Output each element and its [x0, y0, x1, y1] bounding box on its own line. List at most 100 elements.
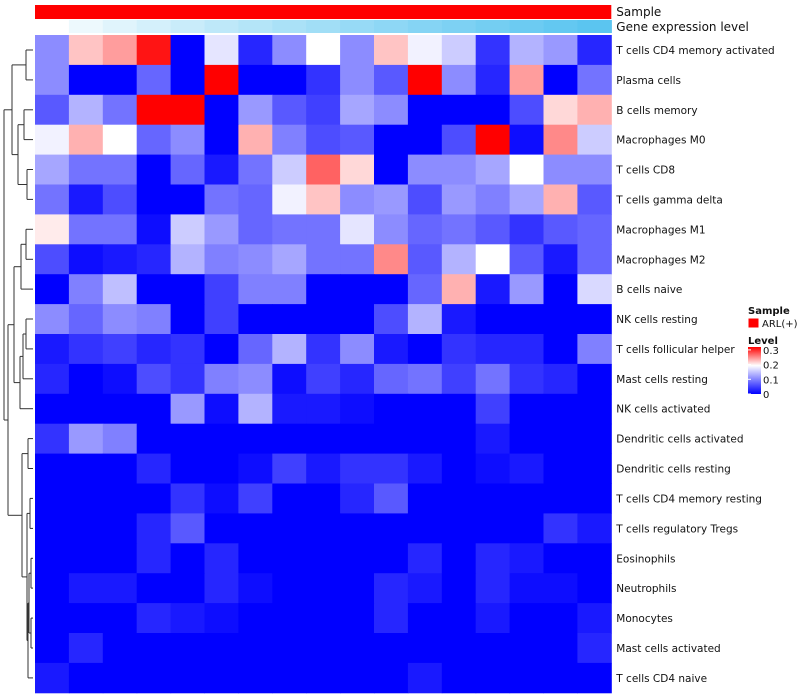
- heatmap-cell: [407, 214, 443, 245]
- heatmap-cell: [102, 64, 138, 96]
- heatmap-cell: [204, 363, 239, 395]
- heatmap-cell: [374, 334, 409, 365]
- heatmap-cell: [204, 184, 239, 215]
- heatmap-cell: [374, 64, 409, 96]
- heatmap-cell: [170, 543, 205, 574]
- heatmap-cell: [543, 543, 578, 574]
- heatmap-cell: [136, 393, 172, 425]
- heatmap-cell: [306, 244, 341, 275]
- heatmap-cell: [509, 453, 544, 484]
- heatmap-cell: [238, 35, 273, 66]
- heatmap-cell: [204, 543, 239, 574]
- heatmap-cell: [170, 662, 205, 694]
- heatmap-cell: [68, 184, 104, 215]
- sample-annotation-bar: [35, 5, 612, 19]
- heatmap-cell: [238, 543, 273, 574]
- heatmap-cell: [35, 35, 70, 66]
- heatmap-cell: [204, 662, 239, 694]
- heatmap-cell: [407, 453, 443, 484]
- heatmap-cell: [441, 214, 477, 245]
- expression-annotation-cell: [543, 20, 578, 33]
- row-label: T cells CD4 memory activated: [615, 45, 774, 57]
- heatmap-cell: [306, 94, 341, 126]
- heatmap-cell: [204, 124, 239, 156]
- legend-level-tick-label: 0: [763, 390, 769, 401]
- heatmap-cell: [475, 334, 511, 365]
- heatmap-cell: [204, 304, 239, 335]
- heatmap-cell: [272, 184, 307, 215]
- heatmap-cell: [272, 633, 307, 664]
- legend-sample-title: Sample: [748, 306, 790, 317]
- heatmap-cell: [374, 483, 409, 514]
- heatmap-cell: [238, 513, 273, 544]
- heatmap-cell: [577, 393, 612, 425]
- expression-annotation-cell: [68, 20, 104, 33]
- heatmap-cell: [35, 214, 70, 245]
- heatmap-cell: [170, 94, 205, 126]
- heatmap-cell: [543, 483, 578, 514]
- heatmap-cell: [543, 214, 578, 245]
- heatmap-cell: [509, 513, 544, 544]
- heatmap-cell: [136, 214, 172, 245]
- row-label: Eosinophils: [616, 553, 675, 565]
- expression-annotation-cell: [204, 20, 239, 33]
- heatmap-cell: [543, 453, 578, 484]
- heatmap-cell: [475, 94, 511, 126]
- heatmap-cell: [272, 214, 307, 245]
- heatmap-cell: [68, 423, 104, 455]
- legend-level-tick-label: 0.3: [763, 346, 779, 357]
- heatmap-cell: [374, 184, 409, 215]
- heatmap-cell: [68, 603, 104, 634]
- expression-annotation-cell: [306, 20, 341, 33]
- heatmap-cell: [102, 603, 138, 634]
- heatmap-cell: [407, 64, 443, 96]
- heatmap-cell: [68, 35, 104, 66]
- heatmap-cell: [204, 214, 239, 245]
- heatmap-cell: [441, 304, 477, 335]
- heatmap-cell: [441, 453, 477, 484]
- heatmap-cell: [441, 513, 477, 544]
- heatmap-cell: [238, 274, 273, 305]
- heatmap-cell: [407, 603, 443, 634]
- heatmap-cell: [543, 662, 578, 694]
- heatmap-cell: [475, 64, 511, 96]
- heatmap-cell: [35, 64, 70, 96]
- heatmap-cell: [475, 543, 511, 574]
- heatmap-cell: [68, 662, 104, 694]
- heatmap-cell: [475, 633, 511, 664]
- row-label: Macrophages M2: [616, 254, 705, 266]
- heatmap-cell: [306, 64, 341, 96]
- expression-annotation-cell: [238, 20, 273, 33]
- heatmap-cell: [509, 94, 544, 126]
- heatmap-cell: [272, 393, 307, 425]
- heatmap-cell: [407, 35, 443, 66]
- heatmap-cell: [102, 633, 138, 664]
- heatmap-cell: [238, 483, 273, 514]
- legend-level-colorbar: [748, 347, 761, 394]
- heatmap-cell: [272, 334, 307, 365]
- expression-annotation-cell: [441, 20, 477, 33]
- heatmap-cell: [68, 334, 104, 365]
- heatmap-cell: [170, 393, 205, 425]
- heatmap-cell: [306, 423, 341, 455]
- heatmap-cell: [543, 184, 578, 215]
- heatmap-cell: [407, 334, 443, 365]
- heatmap-cell: [340, 633, 375, 664]
- heatmap-cell: [136, 543, 172, 574]
- heatmap-cell: [35, 363, 70, 395]
- heatmap-cell: [475, 513, 511, 544]
- heatmap-cell: [374, 423, 409, 455]
- legend-sample-swatch: [747, 317, 760, 329]
- heatmap-cell: [136, 124, 172, 156]
- heatmap-cell: [374, 304, 409, 335]
- heatmap-cell: [136, 184, 172, 215]
- heatmap-cell: [35, 603, 70, 634]
- heatmap-cell: [238, 334, 273, 365]
- heatmap-cell: [577, 304, 612, 335]
- heatmap-cell: [306, 543, 341, 574]
- row-label: T cells gamma delta: [615, 194, 723, 206]
- heatmap-cell: [272, 543, 307, 574]
- heatmap-cell: [136, 513, 172, 544]
- heatmap-cell: [68, 453, 104, 484]
- heatmap-cell: [306, 393, 341, 425]
